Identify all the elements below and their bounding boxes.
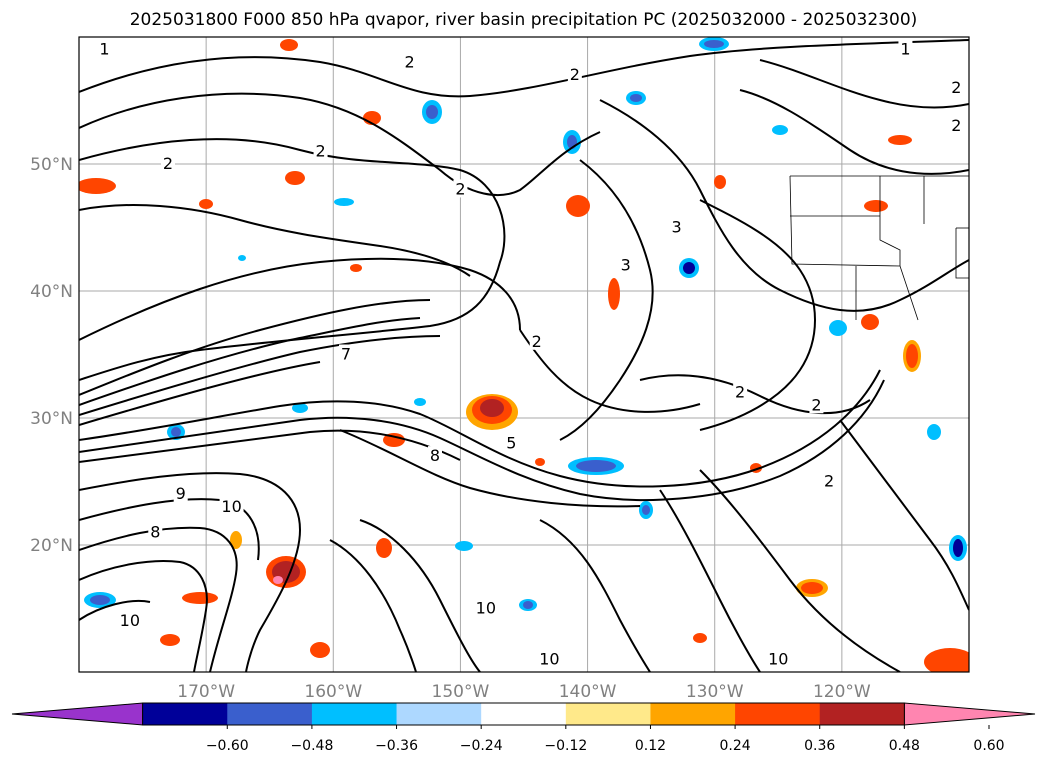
contour-label-bg-7 (313, 141, 328, 160)
colorbar-box-2 (311, 703, 398, 725)
contour-label-8: 2 (455, 179, 465, 198)
contour-label-4: 2 (951, 78, 961, 97)
contour-label-17: 2 (824, 472, 834, 491)
contour-label-bg-19 (219, 496, 244, 515)
precip-shading (79, 37, 969, 672)
contour-label-16: 8 (430, 446, 440, 465)
contour-label-bg-24 (766, 649, 791, 668)
longitude-labels: 170°W 160°W 150°W 140°W 130°W 120°W (177, 682, 871, 702)
colorbar-box-8 (819, 703, 905, 725)
contour-label-15: 5 (506, 433, 516, 452)
lon-label-4: 130°W (686, 682, 744, 702)
colorbar-label-6: 0.24 (720, 738, 751, 754)
contour-label-bg-11 (339, 344, 353, 363)
figure-title: 2025031800 F000 850 hPa qvapor, river ba… (129, 10, 918, 30)
colorbar-label-3: −0.24 (460, 738, 503, 754)
contour-label-bg-6 (161, 154, 175, 172)
contour-label-bg-10 (618, 255, 633, 274)
contour-label-bg-18 (173, 484, 188, 503)
contour-label-bg-3 (567, 65, 582, 84)
colorbar-label-2: −0.36 (375, 738, 418, 754)
contour-label-bg-14 (809, 395, 824, 414)
lon-label-0: 170°W (177, 682, 235, 702)
map-frame (78, 36, 970, 673)
lat-label-0: 50°N (30, 155, 73, 175)
lon-label-3: 140°W (559, 682, 617, 702)
contour-label-1: 1 (900, 40, 910, 59)
colorbar-label-7: 0.36 (804, 738, 835, 754)
contour-label-2: 2 (404, 52, 414, 71)
latitude-labels: 50°N 40°N 30°N 20°N (30, 155, 73, 556)
contour-label-bg-4 (949, 77, 964, 96)
contour-label-12: 2 (532, 332, 542, 351)
colorbar-label-9: 0.60 (973, 738, 1004, 754)
contour-label-7: 2 (315, 141, 325, 160)
colorbar-extend-low (11, 702, 144, 726)
lon-label-1: 160°W (304, 682, 362, 702)
contour-label-23: 10 (539, 649, 559, 668)
lon-label-2: 150°W (432, 682, 490, 702)
colorbar-box-6 (650, 703, 736, 725)
contour-label-13: 2 (735, 383, 745, 402)
contour-label-bg-21 (117, 611, 142, 630)
colorbar-label-8: 0.48 (889, 738, 920, 754)
contour-label-10: 3 (621, 256, 631, 275)
colorbar-box-0 (142, 703, 228, 725)
gridlines (79, 37, 969, 672)
contour-label-bg-12 (529, 331, 544, 350)
colorbar-extend-high (903, 702, 1036, 726)
contour-label-bg-13 (733, 382, 748, 401)
contour-label-18: 9 (176, 484, 186, 503)
contour-labels: 1 1 2 2 2 2 2 2 2 3 3 7 2 2 2 5 8 2 9 10 8 10 10 10 10 (97, 39, 964, 668)
contour-label-19: 10 (221, 497, 241, 516)
contour-label-bg-17 (822, 471, 837, 490)
contour-label-bg-23 (537, 649, 562, 668)
lat-label-3: 20°N (30, 536, 73, 556)
contour-label-bg-15 (504, 433, 519, 452)
contour-label-0: 1 (99, 40, 109, 59)
contour-label-bg-8 (453, 179, 468, 198)
contour-label-22: 10 (476, 599, 496, 618)
lon-label-5: 120°W (813, 682, 871, 702)
contour-label-bg-5 (949, 115, 964, 134)
colorbar-box-7 (735, 703, 821, 725)
borders (789, 175, 969, 321)
colorbar-box-5 (565, 703, 651, 725)
colorbar-label-5: 0.12 (635, 738, 666, 754)
qvapor-contours (79, 39, 969, 672)
contour-label-11: 7 (341, 345, 351, 364)
contour-label-21: 10 (120, 611, 140, 630)
contour-label-bg-16 (428, 446, 442, 465)
contour-label-24: 10 (768, 649, 788, 668)
map-background (79, 37, 969, 672)
contour-label-bg-9 (669, 217, 684, 236)
contour-label-bg-1 (898, 39, 913, 58)
contour-label-3: 2 (570, 65, 580, 84)
colorbar-label-0: −0.60 (206, 738, 249, 754)
contour-label-bg-20 (148, 522, 163, 541)
colorbar-outline (142, 702, 905, 726)
contour-label-20: 8 (150, 522, 160, 541)
lat-label-1: 40°N (30, 282, 73, 302)
contour-label-5: 2 (951, 116, 961, 135)
contour-label-bg-22 (473, 598, 498, 617)
colorbar: −0.60 −0.48 −0.36 −0.24 −0.12 0.12 0.24 0.36 0.4… (11, 702, 1036, 754)
colorbar-label-1: −0.48 (290, 738, 333, 754)
colorbar-label-4: −0.12 (544, 738, 587, 754)
colorbar-box-3 (396, 703, 482, 725)
colorbar-box-4 (481, 703, 567, 725)
contour-label-9: 3 (671, 218, 681, 237)
contour-label-14: 2 (811, 395, 821, 414)
contour-label-6: 2 (163, 154, 173, 173)
contour-label-bg-0 (97, 39, 112, 58)
lat-label-2: 30°N (30, 409, 73, 429)
colorbar-box-1 (227, 703, 313, 725)
contour-label-bg-2 (402, 52, 417, 71)
